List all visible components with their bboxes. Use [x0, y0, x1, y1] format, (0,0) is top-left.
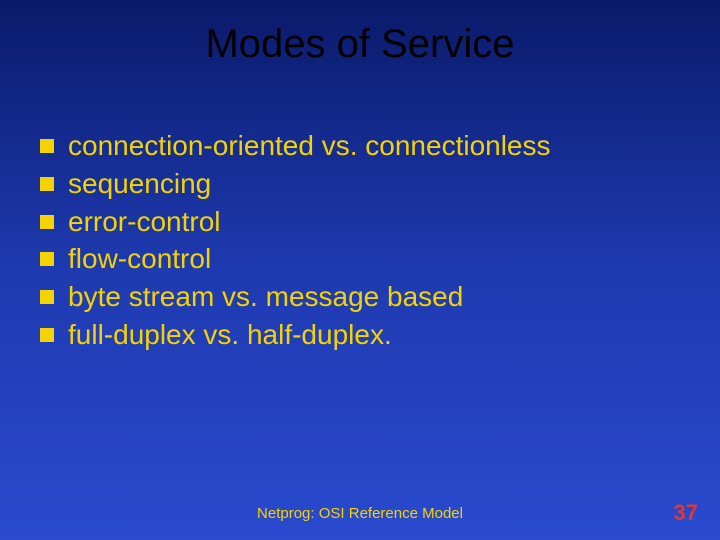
square-bullet-icon — [40, 290, 54, 304]
square-bullet-icon — [40, 215, 54, 229]
bullet-item: connection-oriented vs. connectionless — [40, 127, 720, 165]
square-bullet-icon — [40, 139, 54, 153]
square-bullet-icon — [40, 177, 54, 191]
bullet-text: flow-control — [68, 240, 211, 278]
bullet-text: full-duplex vs. half-duplex. — [68, 316, 392, 354]
bullet-item: flow-control — [40, 240, 720, 278]
bullet-item: error-control — [40, 203, 720, 241]
bullet-item: full-duplex vs. half-duplex. — [40, 316, 720, 354]
bullet-text: sequencing — [68, 165, 211, 203]
bullet-text: error-control — [68, 203, 220, 241]
bullet-text: connection-oriented vs. connectionless — [68, 127, 551, 165]
bullet-list: connection-oriented vs. connectionless s… — [40, 127, 720, 354]
page-number: 37 — [674, 500, 698, 526]
slide: Modes of Service connection-oriented vs.… — [0, 0, 720, 540]
bullet-item: byte stream vs. message based — [40, 278, 720, 316]
square-bullet-icon — [40, 252, 54, 266]
bullet-item: sequencing — [40, 165, 720, 203]
slide-title: Modes of Service — [0, 0, 720, 67]
bullet-text: byte stream vs. message based — [68, 278, 463, 316]
slide-footer: Netprog: OSI Reference Model — [0, 505, 720, 522]
square-bullet-icon — [40, 328, 54, 342]
